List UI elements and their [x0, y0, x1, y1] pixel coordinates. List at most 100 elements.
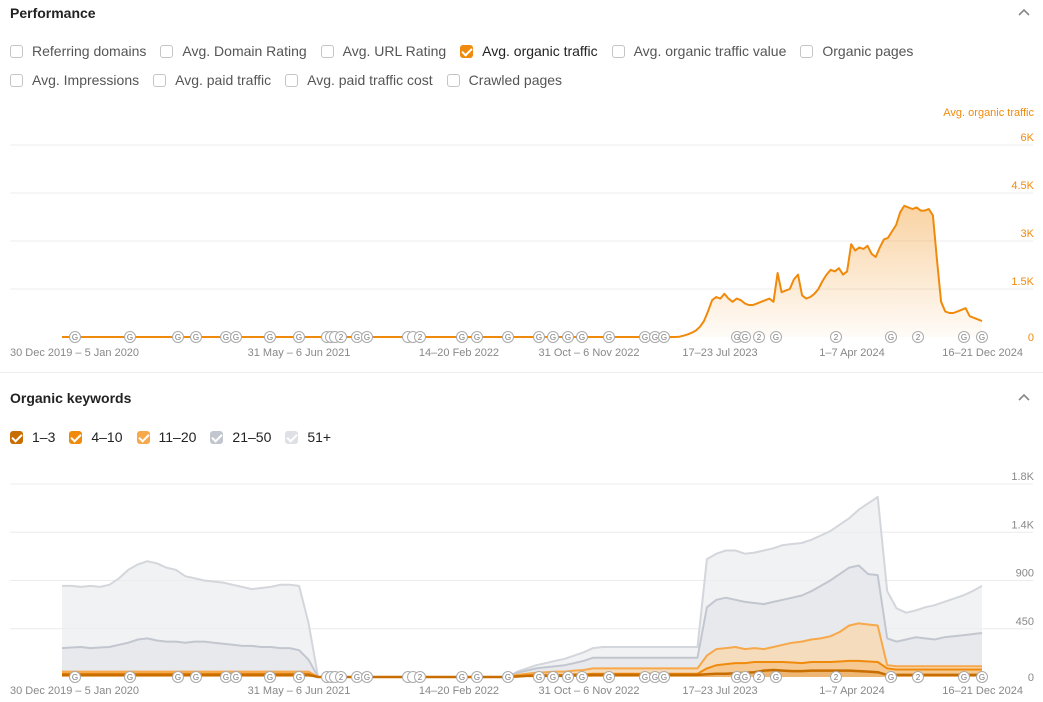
svg-text:G: G: [474, 333, 480, 342]
legend-toggle-21-50[interactable]: 21–50: [210, 429, 271, 445]
google-update-marker-icon[interactable]: G: [172, 671, 184, 683]
google-update-marker-icon[interactable]: G: [471, 671, 483, 683]
google-update-marker-icon[interactable]: 2: [830, 331, 842, 343]
google-update-marker-icon[interactable]: G: [885, 331, 897, 343]
google-update-marker-icon[interactable]: G: [958, 331, 970, 343]
metric-label: Avg. Impressions: [32, 72, 140, 88]
google-update-marker-icon[interactable]: G: [264, 331, 276, 343]
google-update-marker-icon[interactable]: G: [658, 331, 670, 343]
keywords-line-51[interactable]: [62, 495, 983, 678]
metric-checkbox-avg-impressions[interactable]: Avg. Impressions: [10, 72, 139, 88]
keyword-position-legend: 1–3 4–10 11–20 21–50 51+: [10, 429, 345, 445]
google-update-marker-icon[interactable]: G: [958, 671, 970, 683]
google-update-marker-icon[interactable]: G: [562, 671, 574, 683]
google-update-marker-icon[interactable]: G: [533, 671, 545, 683]
metric-checkbox-avg-url-rating[interactable]: Avg. URL Rating: [320, 43, 446, 59]
google-update-marker-icon[interactable]: G: [69, 331, 81, 343]
legend-toggle-4-10[interactable]: 4–10: [69, 429, 123, 445]
organic-traffic-line[interactable]: [62, 204, 983, 338]
google-update-marker-icon[interactable]: G: [770, 331, 782, 343]
google-update-marker-icon[interactable]: G: [533, 331, 545, 343]
metric-checkbox-avg-paid-traffic-cost[interactable]: Avg. paid traffic cost: [285, 72, 433, 88]
metric-checkbox-avg-organic-traffic[interactable]: Avg. organic traffic: [460, 43, 598, 59]
google-update-marker-icon[interactable]: G: [293, 331, 305, 343]
svg-text:G: G: [606, 333, 612, 342]
google-update-marker-icon[interactable]: G: [976, 331, 988, 343]
google-update-marker-icon[interactable]: G: [547, 331, 559, 343]
metric-label: Avg. Domain Rating: [182, 43, 307, 59]
collapse-performance-button[interactable]: [1017, 5, 1031, 19]
svg-text:G: G: [661, 673, 667, 682]
google-update-marker-icon[interactable]: G: [502, 671, 514, 683]
metric-checkbox-crawled-pages[interactable]: Crawled pages: [446, 72, 562, 88]
legend-toggle-1-3[interactable]: 1–3: [10, 429, 55, 445]
google-update-marker-icon[interactable]: G: [739, 331, 751, 343]
google-update-marker-icon[interactable]: G: [456, 331, 468, 343]
google-update-marker-icon[interactable]: G: [124, 671, 136, 683]
keywords-line-21-50[interactable]: [61, 564, 983, 678]
metric-checkbox-avg-domain-rating[interactable]: Avg. Domain Rating: [160, 43, 307, 59]
google-update-marker-icon[interactable]: G: [293, 671, 305, 683]
google-update-marker-icon[interactable]: G: [547, 671, 559, 683]
google-update-marker-icon[interactable]: G: [885, 671, 897, 683]
google-update-marker-icon[interactable]: 2: [830, 671, 842, 683]
x-tick-label: 16–21 Dec 2024: [942, 347, 1023, 359]
google-update-marker-icon[interactable]: G: [603, 671, 615, 683]
google-update-marker-icon[interactable]: G: [124, 331, 136, 343]
google-update-marker-icon[interactable]: G: [220, 671, 232, 683]
metric-checkbox-referring-domains[interactable]: Referring domains: [10, 43, 146, 59]
google-update-marker-icon[interactable]: G: [220, 331, 232, 343]
google-update-marker-icon[interactable]: G: [658, 671, 670, 683]
google-update-marker-icon[interactable]: 2: [335, 671, 347, 683]
svg-text:2: 2: [916, 673, 921, 682]
google-update-marker-icon[interactable]: G: [264, 671, 276, 683]
google-update-marker-icon[interactable]: G: [639, 671, 651, 683]
google-update-marker-icon[interactable]: G: [639, 331, 651, 343]
google-update-marker-icon[interactable]: 2: [753, 671, 765, 683]
google-update-marker-icon[interactable]: G: [976, 671, 988, 683]
legend-toggle-51[interactable]: 51+: [285, 429, 331, 445]
google-update-marker-icon[interactable]: G: [739, 671, 751, 683]
google-update-marker-icon[interactable]: G: [562, 331, 574, 343]
google-update-marker-icon[interactable]: G: [576, 671, 588, 683]
svg-text:2: 2: [339, 333, 344, 342]
metric-checkbox-avg-paid-traffic[interactable]: Avg. paid traffic: [153, 72, 271, 88]
google-update-marker-icon[interactable]: G: [576, 331, 588, 343]
google-update-marker-icon[interactable]: 2: [414, 671, 426, 683]
svg-text:2: 2: [834, 673, 839, 682]
keywords-line-11-20[interactable]: [62, 622, 982, 678]
collapse-keywords-button[interactable]: [1017, 390, 1031, 404]
google-update-marker-icon[interactable]: G: [471, 331, 483, 343]
google-update-marker-icon[interactable]: G: [69, 671, 81, 683]
metric-checkbox-organic-pages[interactable]: Organic pages: [800, 43, 913, 59]
google-update-marker-icon[interactable]: G: [230, 671, 242, 683]
checkbox-unchecked-icon: [611, 44, 625, 58]
google-update-marker-icon[interactable]: G: [456, 671, 468, 683]
google-update-marker-icon[interactable]: 2: [912, 671, 924, 683]
svg-text:G: G: [606, 673, 612, 682]
svg-text:G: G: [459, 673, 465, 682]
metric-checkbox-avg-organic-traffic-value[interactable]: Avg. organic traffic value: [611, 43, 786, 59]
y-tick-label: 6K: [1021, 132, 1035, 144]
google-update-marker-icon[interactable]: G: [361, 331, 373, 343]
google-update-marker-icon[interactable]: G: [351, 331, 363, 343]
metric-label: Referring domains: [32, 43, 147, 59]
keywords-line-1-3[interactable]: [62, 668, 982, 679]
google-update-marker-icon[interactable]: G: [190, 671, 202, 683]
google-update-marker-icon[interactable]: G: [351, 671, 363, 683]
google-update-marker-icon[interactable]: G: [172, 331, 184, 343]
google-update-marker-icon[interactable]: G: [770, 671, 782, 683]
google-update-marker-icon[interactable]: G: [190, 331, 202, 343]
checkbox-unchecked-icon: [10, 44, 23, 58]
google-update-marker-icon[interactable]: G: [361, 671, 373, 683]
svg-text:G: G: [233, 673, 239, 682]
google-update-marker-icon[interactable]: G: [502, 331, 514, 343]
google-update-marker-icon[interactable]: 2: [335, 331, 347, 343]
google-update-marker-icon[interactable]: G: [603, 331, 615, 343]
google-update-marker-icon[interactable]: 2: [753, 331, 765, 343]
google-update-marker-icon[interactable]: G: [230, 331, 242, 343]
legend-toggle-11-20[interactable]: 11–20: [136, 429, 196, 445]
google-update-marker-icon[interactable]: 2: [414, 331, 426, 343]
google-update-marker-icon[interactable]: 2: [912, 331, 924, 343]
svg-text:G: G: [459, 333, 465, 342]
